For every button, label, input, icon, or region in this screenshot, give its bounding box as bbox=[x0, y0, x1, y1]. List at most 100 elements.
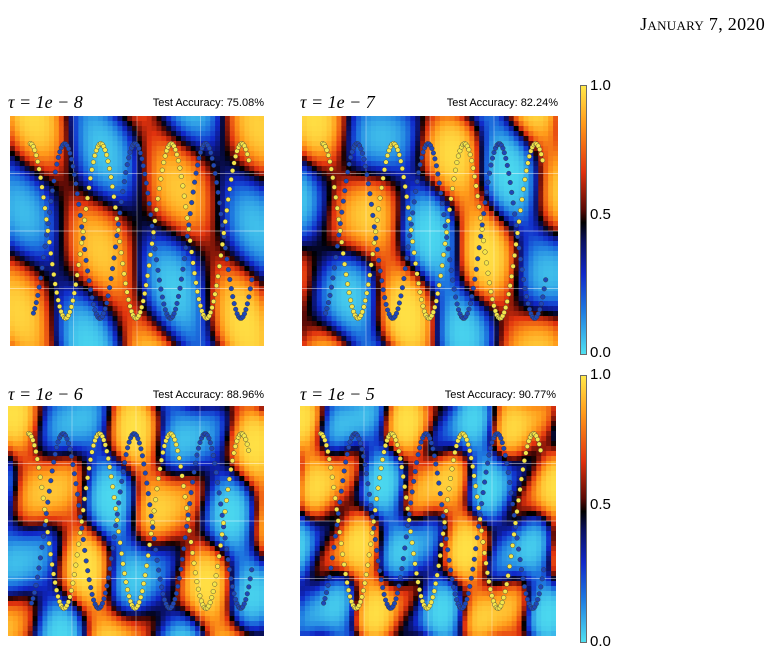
heatmap-cell bbox=[396, 336, 402, 342]
heatmap-cell bbox=[312, 301, 318, 307]
heatmap-cell bbox=[166, 206, 171, 212]
class-a-point bbox=[107, 166, 112, 171]
heatmap-cell bbox=[302, 316, 308, 322]
heatmap-cell bbox=[307, 276, 313, 282]
heatmap-cell bbox=[54, 261, 59, 267]
heatmap-cell bbox=[543, 266, 549, 272]
heatmap-cell bbox=[113, 141, 118, 147]
heatmap-cell bbox=[249, 261, 254, 267]
heatmap-cell bbox=[479, 316, 485, 322]
class-a-point bbox=[176, 158, 181, 163]
heatmap-cell bbox=[386, 126, 392, 132]
heatmap-cell bbox=[64, 201, 69, 207]
heatmap-cell bbox=[396, 181, 402, 187]
heatmap-cell bbox=[440, 141, 446, 147]
heatmap-cell bbox=[83, 301, 88, 307]
heatmap-cell bbox=[435, 321, 441, 327]
heatmap-cell bbox=[460, 266, 466, 272]
heatmap-cell bbox=[74, 156, 79, 162]
heatmap-cell bbox=[391, 261, 397, 267]
heatmap-cell bbox=[312, 191, 318, 197]
heatmap-cell bbox=[88, 241, 93, 247]
heatmap-cell bbox=[83, 321, 88, 327]
heatmap-cell bbox=[254, 241, 259, 247]
heatmap-cell bbox=[83, 211, 88, 217]
heatmap-cell bbox=[171, 121, 176, 127]
heatmap-cell bbox=[312, 261, 318, 267]
heatmap-cell bbox=[376, 241, 382, 247]
heatmap-cell bbox=[460, 121, 466, 127]
heatmap-cell bbox=[410, 341, 416, 346]
heatmap-cell bbox=[405, 271, 411, 277]
class-b-point bbox=[81, 236, 86, 241]
heatmap-cell bbox=[312, 146, 318, 152]
heatmap-cell bbox=[322, 296, 328, 302]
heatmap-cell bbox=[44, 121, 49, 127]
heatmap-cell bbox=[391, 331, 397, 337]
heatmap-cell bbox=[235, 276, 240, 282]
heatmap-cell bbox=[460, 116, 466, 122]
heatmap-cell bbox=[499, 216, 505, 222]
heatmap-cell bbox=[469, 116, 475, 122]
heatmap-cell bbox=[528, 216, 534, 222]
heatmap-cell bbox=[469, 206, 475, 212]
heatmap-cell bbox=[240, 191, 245, 197]
heatmap-cell bbox=[479, 156, 485, 162]
heatmap-cell bbox=[205, 271, 210, 277]
heatmap-cell bbox=[474, 161, 480, 167]
heatmap-cell bbox=[15, 151, 20, 157]
heatmap-cell bbox=[10, 211, 15, 217]
heatmap-cell bbox=[152, 116, 157, 122]
heatmap-cell bbox=[509, 146, 515, 152]
heatmap-cell bbox=[191, 336, 196, 342]
heatmap-cell bbox=[381, 201, 387, 207]
heatmap-cell bbox=[460, 331, 466, 337]
heatmap-cell bbox=[450, 231, 456, 237]
heatmap-cell bbox=[113, 301, 118, 307]
heatmap-cell bbox=[484, 166, 490, 172]
heatmap-cell bbox=[302, 261, 308, 267]
heatmap-cell bbox=[410, 291, 416, 297]
heatmap-cell bbox=[220, 146, 225, 152]
heatmap-cell bbox=[122, 266, 127, 272]
heatmap-cell bbox=[322, 231, 328, 237]
heatmap-cell bbox=[528, 326, 534, 332]
heatmap-cell bbox=[499, 166, 505, 172]
heatmap-cell bbox=[127, 321, 132, 327]
heatmap-cell bbox=[15, 186, 20, 192]
class-b-point bbox=[115, 233, 120, 238]
heatmap-cell bbox=[381, 326, 387, 332]
heatmap-cell bbox=[469, 331, 475, 337]
heatmap-cell bbox=[220, 331, 225, 337]
heatmap-cell bbox=[186, 181, 191, 187]
heatmap-cell bbox=[88, 201, 93, 207]
heatmap-cell bbox=[161, 126, 166, 132]
heatmap-cell bbox=[78, 326, 83, 332]
heatmap-cell bbox=[176, 206, 181, 212]
heatmap-cell bbox=[504, 206, 510, 212]
heatmap-cell bbox=[336, 296, 342, 302]
heatmap-cell bbox=[346, 326, 352, 332]
heatmap-cell bbox=[137, 321, 142, 327]
class-b-point bbox=[148, 212, 153, 217]
heatmap-cell bbox=[15, 126, 20, 132]
heatmap-cell bbox=[336, 331, 342, 337]
heatmap-cell bbox=[332, 221, 338, 227]
heatmap-cell bbox=[205, 336, 210, 342]
heatmap-cell bbox=[322, 166, 328, 172]
heatmap-cell bbox=[460, 336, 466, 342]
heatmap-cell bbox=[127, 221, 132, 227]
heatmap-cell bbox=[142, 266, 147, 272]
heatmap-cell bbox=[543, 206, 549, 212]
heatmap-cell bbox=[259, 131, 264, 137]
heatmap-cell bbox=[504, 261, 510, 267]
heatmap-cell bbox=[93, 266, 98, 272]
heatmap-cell bbox=[410, 256, 416, 262]
heatmap-cell bbox=[509, 341, 515, 346]
heatmap-cell bbox=[152, 201, 157, 207]
heatmap-cell bbox=[39, 221, 44, 227]
heatmap-cell bbox=[312, 316, 318, 322]
heatmap-cell bbox=[341, 161, 347, 167]
heatmap-cell bbox=[59, 336, 64, 342]
heatmap-cell bbox=[376, 301, 382, 307]
